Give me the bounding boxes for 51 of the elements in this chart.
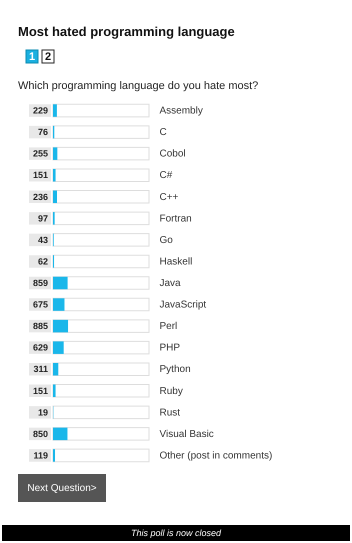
y-tick-label: Python xyxy=(160,364,191,376)
chart-title: Most hated programming language xyxy=(18,24,235,39)
data-label: 850 xyxy=(32,428,48,439)
data-label: 236 xyxy=(32,192,48,202)
text: 2 xyxy=(44,51,52,63)
bar xyxy=(53,190,58,204)
bar xyxy=(53,428,68,440)
y-tick-label: Visual Basic xyxy=(160,428,214,440)
y-tick-label: C++ xyxy=(160,192,179,203)
text: Next Question> xyxy=(27,483,97,494)
data-label: 885 xyxy=(32,321,48,332)
chart-subtitle: Which programming language do you hate most? xyxy=(18,80,258,92)
data-label: 43 xyxy=(38,234,48,245)
data-label: 255 xyxy=(32,148,48,159)
y-tick-label: Rust xyxy=(160,407,180,418)
y-tick-label: Haskell xyxy=(160,256,192,268)
data-label: 311 xyxy=(33,364,48,374)
data-label: 151 xyxy=(32,170,48,180)
y-tick-label: Java xyxy=(160,278,182,289)
text: This poll is now closed xyxy=(130,528,222,538)
data-label: 229 xyxy=(32,106,48,116)
y-tick-label: PHP xyxy=(160,342,180,354)
data-label: 151 xyxy=(32,386,48,396)
y-tick-label: Fortran xyxy=(160,213,192,224)
bar xyxy=(53,104,57,117)
y-tick-label: Perl xyxy=(160,321,178,332)
y-tick-label: Other (post in comments) xyxy=(160,450,272,462)
data-label: 19 xyxy=(38,407,48,418)
y-tick-label: Ruby xyxy=(160,386,183,397)
data-label: 62 xyxy=(38,256,48,266)
data-label: 675 xyxy=(32,300,48,310)
data-label: 97 xyxy=(38,213,48,224)
y-tick-label: C# xyxy=(160,170,173,182)
y-tick-label: Cobol xyxy=(160,148,186,160)
data-label: 119 xyxy=(33,450,48,460)
data-label: 859 xyxy=(32,278,48,288)
bar xyxy=(53,362,58,376)
bar xyxy=(53,341,64,354)
y-tick-label: Assembly xyxy=(160,106,203,117)
bar xyxy=(53,168,56,182)
y-tick-label: Go xyxy=(160,234,174,246)
bar xyxy=(53,298,64,311)
y-tick-label: C xyxy=(160,127,167,138)
text: 1 xyxy=(28,51,36,63)
y-tick-label: JavaScript xyxy=(160,300,206,311)
bar xyxy=(53,320,68,332)
bar xyxy=(53,147,58,160)
data-label: 629 xyxy=(32,342,48,353)
bar xyxy=(53,276,68,290)
bar xyxy=(53,384,56,398)
data-label: 76 xyxy=(38,127,48,138)
